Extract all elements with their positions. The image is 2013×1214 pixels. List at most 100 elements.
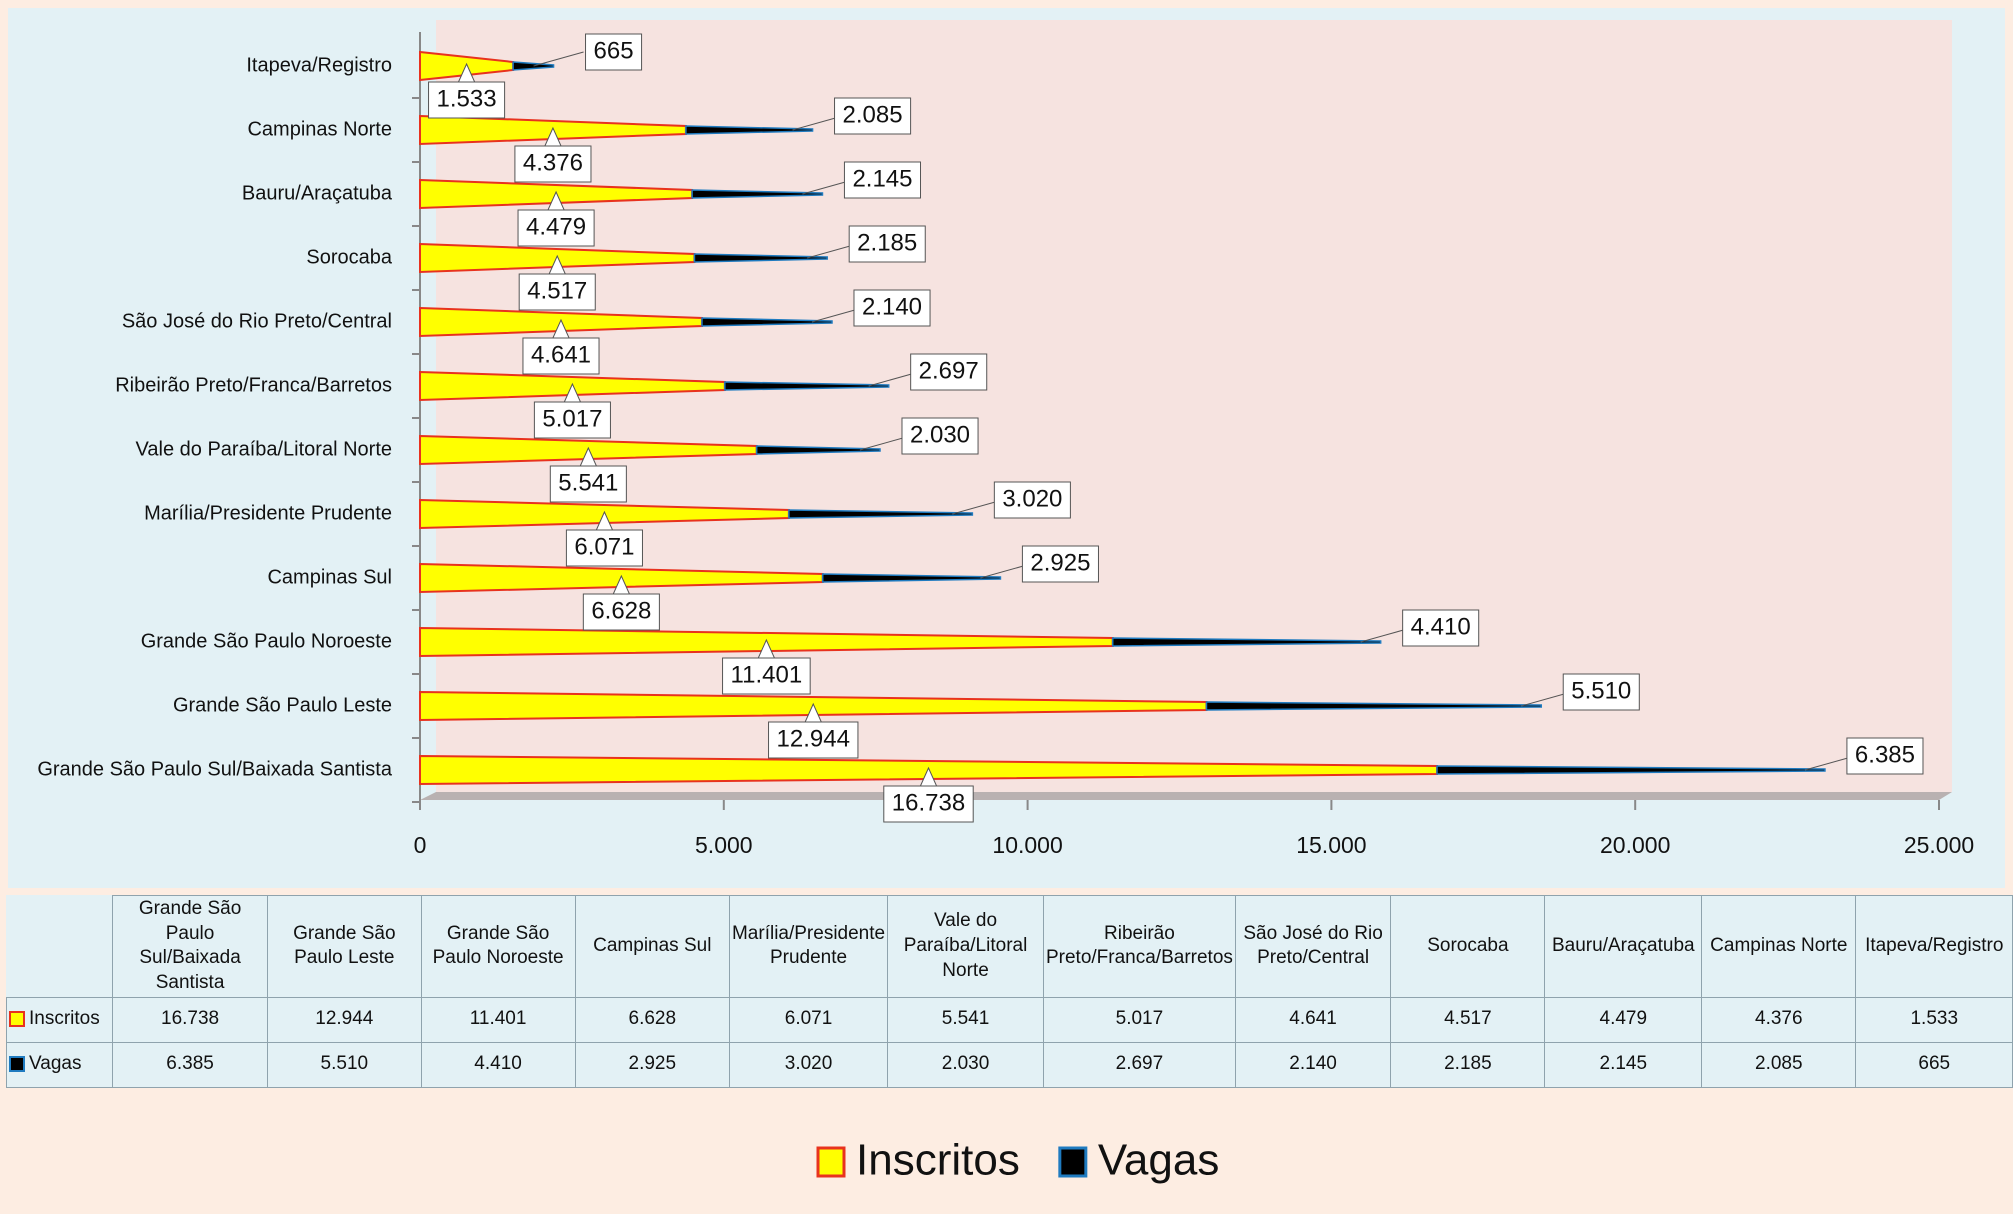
value-label-box	[585, 33, 643, 71]
legend-swatch	[9, 1011, 25, 1028]
table-cell: 2.697	[1042, 1041, 1236, 1088]
value-label-box	[582, 593, 660, 631]
table-cell: 5.541	[887, 996, 1044, 1043]
bar-vagas	[693, 253, 828, 263]
table-header: Ribeirão Preto/Franca/Barretos	[1042, 895, 1236, 998]
value-label-box	[1021, 545, 1099, 583]
value-label: 4.376	[523, 149, 583, 176]
value-label-box	[843, 161, 922, 199]
table-cell: 6.385	[112, 1041, 269, 1088]
table-row: Vagas 6.385 5.510 4.410 2.925 3.020 2.030 2.697…	[5, 1041, 2013, 1088]
y-tick-label: Bauru/Araçatuba	[242, 182, 393, 204]
value-label-box	[722, 657, 811, 695]
value-label-box	[549, 465, 627, 503]
bar-vagas	[1205, 701, 1543, 711]
y-tick-label: Vale do Paraíba/Litoral Norte	[136, 438, 392, 460]
y-tick-label: Grande São Paulo Leste	[173, 694, 392, 716]
value-label: 1.533	[437, 85, 497, 112]
table-cell: 2.030	[887, 1041, 1044, 1088]
value-label: 5.510	[1571, 677, 1631, 704]
table-cell: 4.517	[1390, 996, 1546, 1043]
plot-area	[436, 20, 1952, 792]
table-header: Campinas Sul	[574, 895, 730, 998]
value-label: 665	[594, 37, 634, 64]
table-cell: 5.510	[267, 1041, 422, 1088]
table-header: Itapeva/Registro	[1855, 895, 2013, 998]
bar-vagas	[1436, 765, 1826, 775]
table-cell: 5.017	[1042, 996, 1236, 1043]
series-name: Inscritos	[29, 1008, 100, 1030]
table-cell: 3.020	[728, 1041, 889, 1088]
table-row-label: Inscritos	[5, 996, 114, 1043]
value-label: 12.944	[777, 725, 850, 752]
table-cell: 2.085	[1701, 1041, 1857, 1088]
table-cell: 6.071	[728, 996, 889, 1043]
y-tick-label: Marília/Presidente Prudente	[144, 502, 392, 524]
table-row: Inscritos 16.738 12.944 11.401 6.628 6.071 5.5…	[5, 996, 2013, 1043]
value-label-box	[834, 97, 912, 135]
value-label-box	[1846, 737, 1924, 775]
value-label: 3.020	[1002, 485, 1062, 512]
x-tick-label: 10.000	[992, 832, 1062, 858]
value-label: 6.385	[1855, 741, 1915, 768]
bar-vagas	[1111, 637, 1382, 647]
value-label-box	[883, 785, 974, 823]
table-cell: 12.944	[267, 996, 422, 1043]
value-label-box	[1562, 673, 1640, 711]
table-cell: 2.185	[1390, 1041, 1546, 1088]
table-header: Vale do Paraíba/Litoral Norte	[887, 895, 1044, 998]
value-label-box	[428, 81, 506, 119]
value-label: 2.185	[857, 229, 917, 256]
value-label: 4.479	[526, 213, 586, 240]
value-label-box	[853, 289, 931, 327]
table-cell: 4.410	[420, 1041, 576, 1088]
table-header: Campinas Norte	[1701, 895, 1857, 998]
table-header: São José do Rio Preto/Central	[1234, 895, 1392, 998]
value-label: 5.017	[542, 405, 602, 432]
legend-label: Vagas	[1098, 1136, 1220, 1185]
value-label-box	[1402, 609, 1480, 647]
value-label-box	[848, 225, 926, 263]
table-cell: 1.533	[1855, 996, 2013, 1043]
table-cell: 6.628	[574, 996, 730, 1043]
value-label: 2.030	[910, 421, 970, 448]
value-label: 2.140	[862, 293, 922, 320]
y-tick-label: Campinas Sul	[267, 566, 392, 588]
legend-label: Inscritos	[856, 1136, 1020, 1185]
table-cell: 11.401	[420, 996, 576, 1043]
value-label: 4.641	[531, 341, 591, 368]
table-header: Sorocaba	[1390, 895, 1546, 998]
table-header: Grande São Paulo Leste	[267, 895, 422, 998]
table-cell: 665	[1855, 1041, 2013, 1088]
legend-swatch	[9, 1056, 25, 1073]
x-tick-label: 0	[414, 832, 427, 858]
value-label: 2.697	[919, 357, 979, 384]
y-tick-label: Campinas Norte	[247, 118, 392, 140]
x-tick-label: 15.000	[1296, 832, 1366, 858]
bar-vagas	[724, 381, 890, 391]
y-tick-label: Grande São Paulo Noroeste	[141, 630, 392, 652]
value-label-box	[910, 353, 988, 391]
value-label: 2.145	[852, 165, 912, 192]
value-label: 2.925	[1030, 549, 1090, 576]
table-row-label: Vagas	[5, 1041, 114, 1088]
x-tick-label: 5.000	[695, 832, 753, 858]
value-label-box	[517, 209, 595, 247]
floor	[420, 792, 1952, 800]
bar-vagas	[685, 125, 814, 135]
value-label-box	[565, 529, 643, 567]
bar-vagas	[691, 189, 824, 199]
table-cell: 4.479	[1544, 996, 1703, 1043]
bar-vagas	[788, 509, 974, 519]
table-cell: 4.641	[1234, 996, 1392, 1043]
value-label-box	[768, 721, 859, 759]
x-tick-label: 20.000	[1600, 832, 1670, 858]
bar-vagas	[821, 573, 1002, 583]
value-label-box	[514, 145, 592, 183]
value-label-box	[533, 401, 611, 439]
table-cell: 4.376	[1701, 996, 1857, 1043]
table-cell: 2.925	[574, 1041, 730, 1088]
y-tick-label: Itapeva/Registro	[246, 54, 392, 76]
